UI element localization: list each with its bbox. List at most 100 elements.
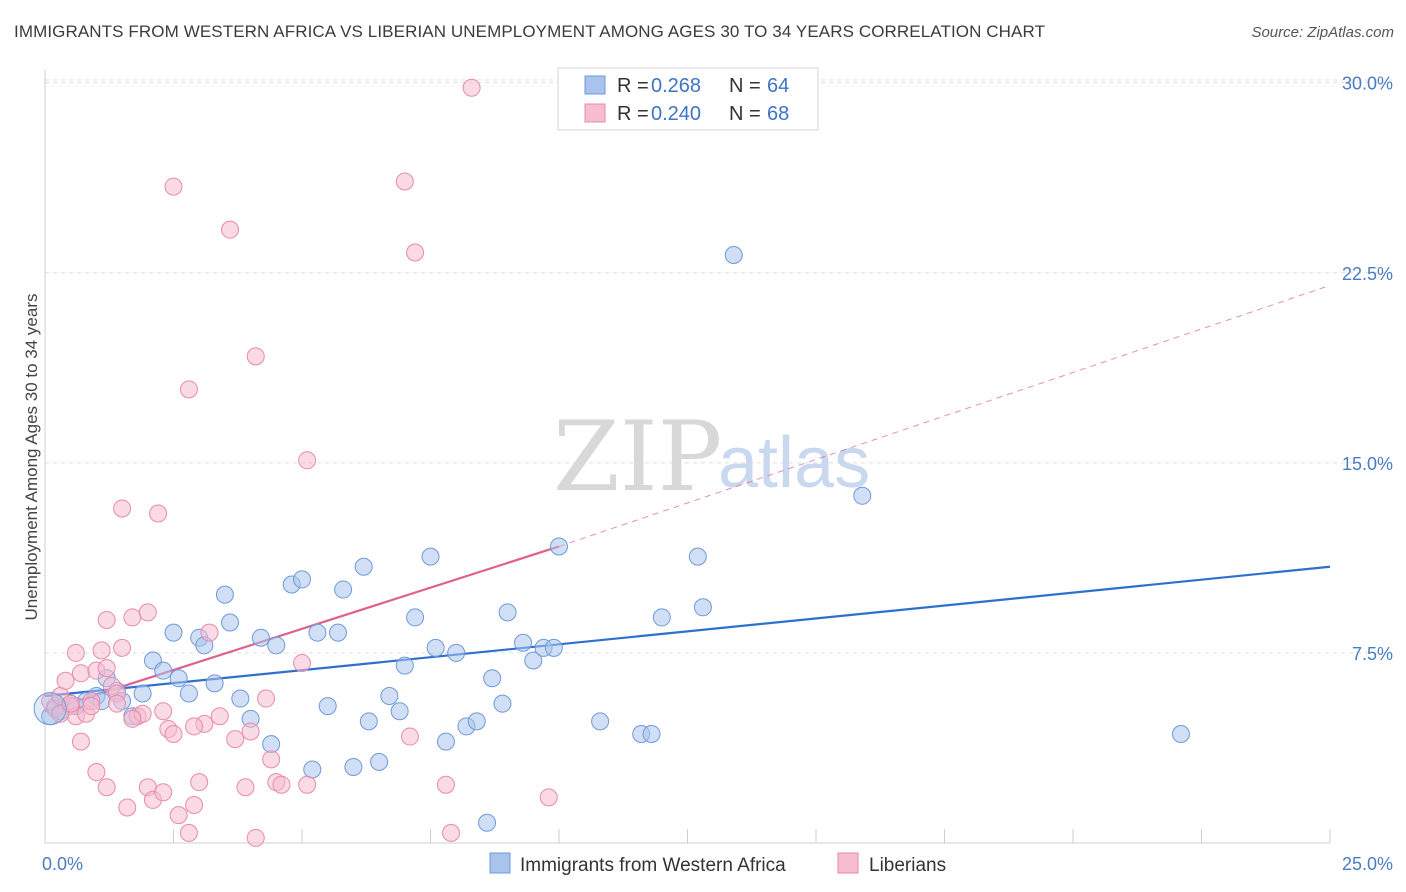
pink-point: [241, 722, 260, 741]
y-axis-label: Unemployment Among Ages 30 to 34 years: [22, 294, 41, 621]
pink-point: [200, 623, 219, 642]
blue-point: [426, 638, 445, 657]
blue-point: [221, 613, 240, 632]
blue-point: [524, 651, 543, 670]
pink-trend-line-extended: [558, 284, 1331, 547]
series-legend-blue-swatch: [489, 852, 511, 874]
pink-point: [190, 773, 209, 792]
pink-point: [395, 172, 414, 191]
blue-point: [354, 557, 373, 576]
blue-point: [395, 656, 414, 675]
blue-point: [308, 623, 327, 642]
pink-point: [97, 610, 116, 629]
pink-point: [442, 823, 461, 842]
pink-point: [262, 750, 281, 769]
pink-point: [82, 697, 101, 716]
pink-point: [123, 608, 142, 627]
blue-point: [334, 580, 353, 599]
y-tick-label: 30.0%: [1342, 74, 1393, 94]
blue-point: [688, 547, 707, 566]
pink-point: [246, 828, 265, 847]
points-layer: [33, 78, 1190, 847]
blue-point: [154, 661, 173, 680]
legend-r-label-1: R =: [617, 103, 649, 125]
pink-point: [406, 243, 425, 262]
pink-point: [149, 504, 168, 523]
watermark-atlas: atlas: [718, 423, 870, 503]
pink-point: [107, 694, 126, 713]
legend-n-value-1: 68: [767, 103, 789, 125]
pink-point: [97, 659, 116, 678]
blue-point: [544, 638, 563, 657]
pink-point: [87, 763, 106, 782]
pink-point: [164, 725, 183, 744]
pink-point: [97, 778, 116, 797]
correlation-legend: R = 0.268 N = 64 R = 0.240 N = 68: [557, 67, 819, 131]
pink-point: [154, 783, 173, 802]
blue-point: [380, 687, 399, 706]
pink-point: [92, 641, 111, 660]
pink-trend-line: [44, 545, 560, 713]
pink-point: [246, 347, 265, 366]
blue-point: [390, 702, 409, 721]
blue-point: [421, 547, 440, 566]
series-legend-pink-swatch: [837, 852, 859, 874]
series-legend-blue-label: Immigrants from Western Africa: [520, 855, 786, 876]
pink-point: [113, 638, 132, 657]
pink-point: [210, 707, 229, 726]
blue-point: [493, 694, 512, 713]
blue-point: [550, 537, 568, 556]
pink-point: [71, 732, 90, 751]
pink-point: [154, 702, 173, 721]
blue-point: [179, 684, 198, 703]
blue-point: [169, 669, 188, 688]
blue-point: [215, 585, 234, 604]
blue-point: [231, 689, 250, 708]
series-legend-pink-label: Liberians: [869, 855, 946, 876]
blue-point: [591, 712, 610, 731]
blue-point: [498, 603, 517, 622]
pink-point: [164, 177, 183, 196]
series-legend: Immigrants from Western Africa Liberians: [489, 852, 946, 876]
blue-point: [344, 757, 363, 776]
legend-r-value-0: 0.268: [651, 75, 701, 97]
legend-pink-swatch: [584, 103, 606, 123]
blue-point: [478, 813, 497, 832]
legend-n-value-0: 64: [767, 75, 789, 97]
pink-point: [179, 823, 198, 842]
pink-point: [71, 664, 90, 683]
pink-point: [436, 775, 455, 794]
pink-point: [185, 795, 204, 814]
blue-point: [205, 674, 224, 693]
x-tick-label: 0.0%: [42, 854, 83, 874]
blue-point: [251, 628, 270, 647]
legend-r-label-0: R =: [617, 75, 649, 97]
pink-point: [257, 689, 276, 708]
pink-point: [298, 451, 317, 470]
legend-n-label-1: N =: [729, 103, 761, 125]
legend-n-label-0: N =: [729, 75, 761, 97]
blue-point: [724, 246, 743, 265]
blue-point: [853, 486, 872, 505]
pink-point: [221, 220, 240, 239]
legend-r-value-1: 0.240: [651, 103, 701, 125]
pink-point: [293, 654, 311, 673]
blue-point: [359, 712, 378, 731]
chart-source: Source: ZipAtlas.com: [1251, 24, 1394, 41]
pink-point: [400, 727, 419, 746]
blue-point: [514, 633, 533, 652]
blue-point: [642, 725, 661, 744]
blue-point: [293, 570, 311, 589]
pink-point: [539, 788, 558, 807]
y-tick-label: 22.5%: [1342, 264, 1393, 284]
pink-point: [169, 806, 188, 825]
blue-point: [370, 752, 389, 771]
grid-layer: [45, 79, 1392, 654]
pink-point: [179, 380, 198, 399]
pink-point: [66, 643, 85, 662]
blue-point: [328, 623, 347, 642]
blue-point: [164, 623, 183, 642]
blue-point: [267, 636, 286, 655]
blue-point: [483, 669, 502, 688]
